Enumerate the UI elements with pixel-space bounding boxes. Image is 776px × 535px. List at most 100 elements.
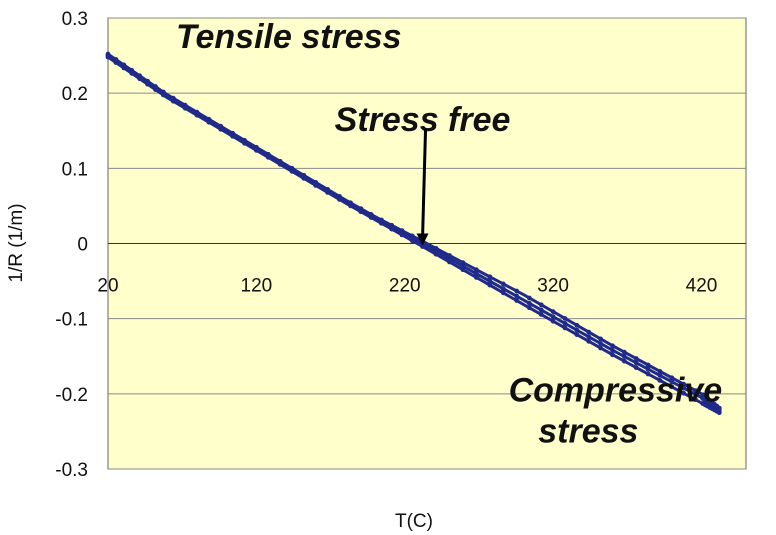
x-tick-label: 320 — [537, 276, 569, 297]
data-point — [669, 375, 675, 381]
y-tick-label: 0.1 — [62, 159, 88, 180]
x-tick-label: 120 — [241, 276, 273, 297]
data-point — [610, 343, 615, 349]
data-point — [693, 392, 698, 397]
annotation-label: Stress free — [335, 101, 511, 139]
data-point — [399, 232, 405, 238]
data-point — [460, 260, 466, 265]
data-point — [230, 132, 236, 138]
data-point — [681, 390, 687, 396]
data-point — [113, 58, 119, 64]
data-point — [586, 329, 592, 335]
data-point — [420, 244, 425, 249]
data-point — [277, 160, 283, 166]
data-point — [550, 314, 556, 320]
data-point — [153, 85, 158, 91]
data-point — [409, 238, 415, 244]
data-point — [574, 327, 580, 333]
arrow-shaft — [421, 128, 428, 238]
data-point — [610, 347, 615, 353]
data-point — [645, 362, 651, 368]
x-tick-labels: 20 120 220 320 420 — [97, 276, 717, 297]
data-point — [514, 293, 520, 299]
data-point — [669, 384, 675, 390]
data-point — [182, 104, 188, 110]
data-point — [716, 405, 722, 411]
data-point — [194, 111, 200, 117]
y-axis-label: 1/R (1/m) — [6, 203, 27, 282]
data-point — [550, 309, 556, 315]
data-point — [487, 282, 493, 288]
data-point — [574, 322, 580, 328]
data-point — [514, 288, 520, 294]
y-tick-label: 0.2 — [62, 84, 88, 105]
data-point — [633, 365, 639, 370]
data-point — [681, 385, 687, 391]
data-point — [526, 300, 532, 306]
data-point — [129, 69, 135, 75]
data-point — [409, 233, 415, 239]
gridlines — [108, 17, 746, 470]
data-point — [586, 334, 592, 340]
data-point — [621, 358, 627, 364]
data-point — [473, 271, 479, 276]
data-point — [562, 320, 568, 326]
data-point — [645, 371, 651, 377]
data-point — [693, 397, 698, 403]
data-point — [669, 379, 675, 385]
data-point — [514, 298, 520, 303]
data-point — [598, 345, 603, 351]
data-point — [473, 274, 479, 280]
data-point — [447, 253, 452, 258]
data-point — [538, 307, 544, 313]
x-tick-label: 420 — [686, 276, 718, 297]
x-tick-label: 20 — [97, 276, 118, 297]
y-tick-label: 0 — [77, 235, 88, 256]
data-point — [337, 195, 342, 201]
data-point — [562, 325, 568, 331]
annotation-label: Tensile stress — [176, 18, 402, 56]
data-point — [550, 318, 556, 324]
data-point — [538, 312, 544, 317]
data-point — [500, 286, 506, 291]
x-axis-label: T(C) — [395, 511, 433, 532]
data-point — [218, 125, 224, 131]
data-point — [105, 53, 111, 58]
data-point — [538, 302, 544, 308]
data-point — [621, 349, 627, 355]
data-point — [598, 336, 603, 342]
x-tick-label: 220 — [389, 276, 421, 297]
data-point — [325, 188, 330, 194]
data-point — [206, 118, 212, 124]
data-point — [433, 245, 439, 251]
data-point — [301, 174, 307, 180]
data-point — [368, 212, 374, 218]
data-point — [137, 74, 143, 80]
data-point — [313, 181, 319, 187]
y-tick-label: 0.3 — [62, 9, 88, 30]
y-tick-label: -0.1 — [55, 310, 88, 331]
y-tick-label: -0.2 — [55, 385, 88, 406]
data-point — [586, 338, 592, 344]
annotations: Tensile stress Stress free Compressive stre… — [176, 18, 722, 451]
data-point — [389, 222, 395, 228]
data-point — [526, 295, 532, 301]
data-point — [473, 267, 479, 273]
data-point — [500, 281, 506, 287]
data-point — [487, 274, 493, 280]
data-point — [389, 226, 395, 232]
data-point — [716, 410, 722, 416]
data-point — [500, 290, 506, 296]
data-point — [574, 332, 580, 338]
data-point — [460, 267, 466, 273]
data-point — [265, 154, 271, 159]
data-point — [253, 147, 259, 152]
data-point — [160, 91, 166, 96]
data-point — [399, 228, 405, 234]
annotation-label: Compressive — [509, 371, 723, 409]
data-point — [526, 305, 532, 311]
data-point — [358, 206, 364, 212]
data-point — [645, 366, 651, 372]
data-point — [562, 316, 568, 321]
